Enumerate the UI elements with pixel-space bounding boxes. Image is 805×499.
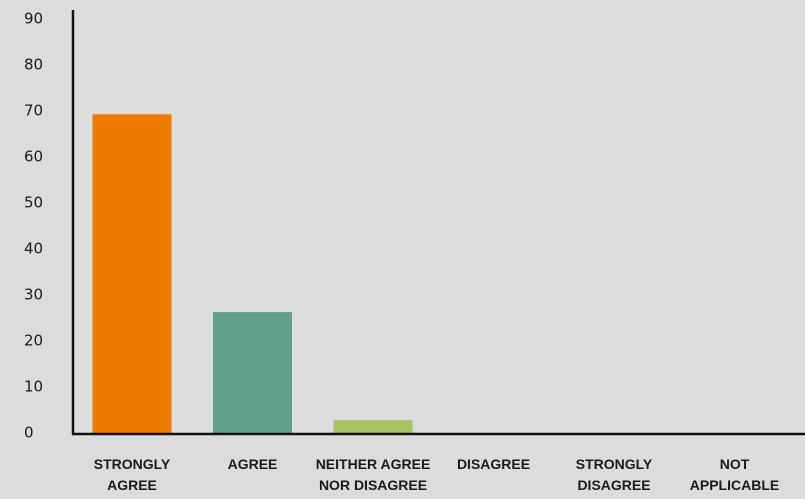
x-category-label: DISAGREE [457,456,530,472]
y-axis-ticks: 0 10 20 30 40 50 60 70 80 90 [24,10,43,442]
y-tick-label: 10 [24,378,43,396]
x-category-label-line: NEITHER AGREE [316,456,431,472]
bars [92,114,413,435]
y-tick-label: 0 [24,424,34,442]
bar [333,420,413,434]
x-category-label: NEITHER AGREE NOR DISAGREE [316,456,431,493]
x-category-label: STRONGLY AGREE [94,456,171,493]
x-category-label-line: APPLICABLE [690,477,779,493]
x-category-label-line: STRONGLY [94,456,171,472]
y-tick-label: 80 [24,56,43,74]
bar [92,114,172,435]
x-category-label-line: AGREE [228,456,278,472]
y-tick-label: 60 [24,148,43,166]
bar [213,312,292,434]
x-category-label-line: AGREE [107,477,157,493]
x-category-label: STRONGLY DISAGREE [576,456,653,493]
x-category-label-line: NOR DISAGREE [319,477,427,493]
y-tick-label: 70 [24,102,43,120]
x-category-label-line: NOT [720,456,750,472]
y-tick-label: 30 [24,286,43,304]
y-tick-label: 50 [24,194,43,212]
x-category-label-line: DISAGREE [457,456,530,472]
y-tick-label: 90 [24,10,43,28]
x-category-label-line: STRONGLY [576,456,653,472]
x-category-label: AGREE [228,456,278,472]
y-tick-label: 40 [24,240,43,258]
x-category-label-line: DISAGREE [577,477,650,493]
x-axis-labels: STRONGLY AGREE AGREE NEITHER AGREE NOR DISAG… [94,456,779,493]
x-category-label: NOT APPLICABLE [690,456,779,493]
y-tick-label: 20 [24,332,43,350]
